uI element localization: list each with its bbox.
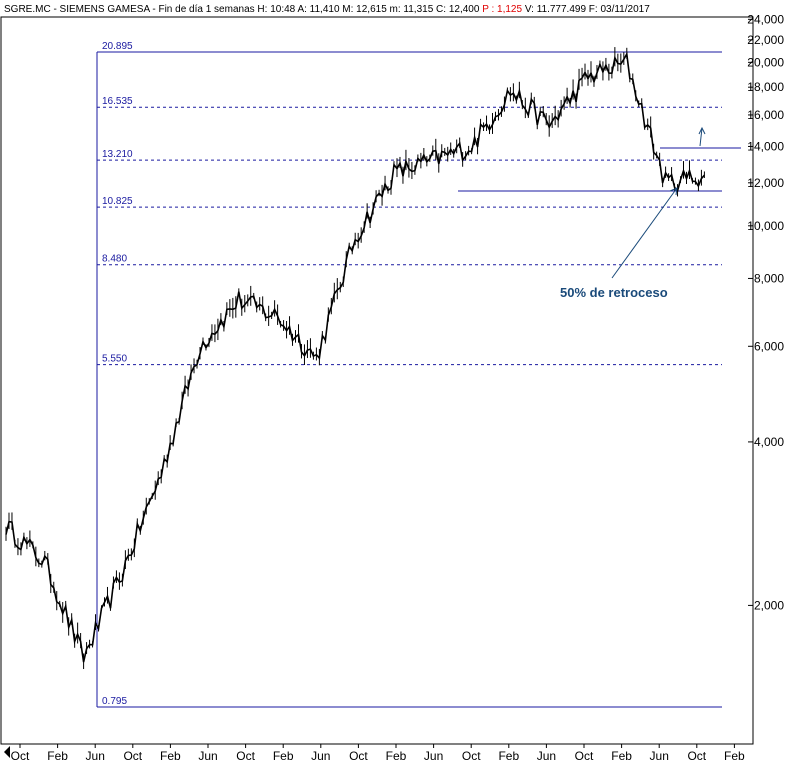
x-tick-label: Oct [123,749,142,762]
y-tick-label: 2,000 [754,598,784,612]
x-tick-label: Feb [47,749,68,762]
fib-level-label: 16.535 [102,96,133,107]
y-tick-label: 22,000 [747,33,784,47]
y-tick-label: 18,000 [747,80,784,94]
x-tick-label: Jun [86,749,105,762]
x-tick-label: Feb [498,749,519,762]
fib-level-label: 0.795 [102,696,127,707]
x-tick-label: Oct [349,749,368,762]
x-tick-label: Oct [687,749,706,762]
y-tick-label: 8,000 [754,271,784,285]
annotation-arrow [611,187,678,279]
header-p-label: P : 1,125 [482,4,522,15]
x-tick-label: Feb [724,749,745,762]
x-tick-label: Oct [462,749,481,762]
x-axis: Oct Feb Jun Oct Feb Jun Oct Feb Jun Oct Feb Jun Oct F… [11,744,745,762]
y-tick-label: 4,000 [754,435,784,449]
up-arrow [699,127,703,147]
fib-level-label: 20.895 [102,41,133,52]
x-tick-label: Oct [11,749,30,762]
x-tick-label: Feb [160,749,181,762]
fib-level-label: 8.480 [102,254,127,265]
scroll-left-arrow[interactable] [4,746,10,758]
x-tick-label: Jun [311,749,330,762]
fib-level-label: 13.210 [102,149,133,160]
price-bars [5,47,706,670]
x-tick-label: Oct [575,749,594,762]
x-tick-label: Feb [273,749,294,762]
y-tick-label: 20,000 [747,55,784,69]
fib-level-label: 10.825 [102,196,133,207]
plot-area [0,16,754,745]
chart-header: SGRE.MC - SIEMENS GAMESA - Fin de día 1 … [4,4,650,15]
y-axis: 24,000 22,000 20,000 18,000 16,000 14,000 12,0… [747,12,784,612]
x-tick-label: Feb [611,749,632,762]
y-tick-label: 6,000 [754,339,784,353]
x-tick-label: Jun [650,749,669,762]
y-tick-label: 12,000 [747,176,784,190]
annotation-label: 50% de retroceso [560,285,668,300]
x-tick-label: Oct [236,749,255,762]
x-tick-label: Jun [424,749,443,762]
up-arrow-head [698,126,706,135]
annotation-arrow-head [669,187,678,196]
fibonacci-levels: 20.895 16.535 13.210 10.825 8.480 5.550 0.795 [97,41,722,708]
y-tick-label: 10,000 [747,219,784,233]
y-tick-label: 24,000 [747,12,784,26]
fib-level-label: 5.550 [102,354,127,365]
x-tick-label: Jun [537,749,556,762]
x-tick-label: Jun [198,749,217,762]
x-tick-label: Feb [386,749,407,762]
header-prefix: SGRE.MC - SIEMENS GAMESA - Fin de día 1 … [4,4,482,15]
y-tick-label: 16,000 [747,108,784,122]
y-tick-label: 14,000 [747,139,784,153]
header-suffix: V: 11.777.499 F: 03/11/2017 [522,4,650,15]
